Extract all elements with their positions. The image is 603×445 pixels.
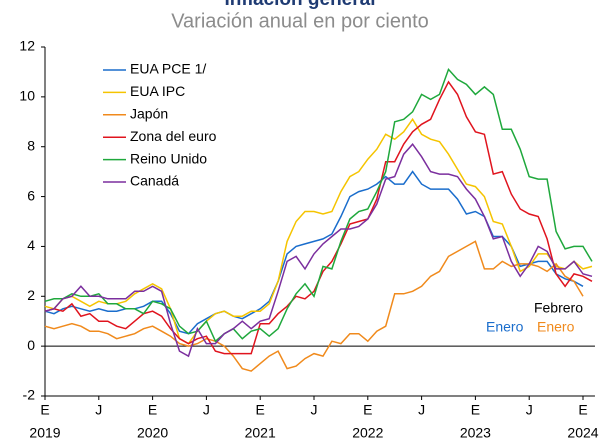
series-line <box>44 143 593 358</box>
legend-label: Zona del euro <box>130 128 217 144</box>
year-label: 2019 <box>29 425 60 441</box>
x-tick-label: E <box>148 402 157 418</box>
year-label: 2024 <box>567 425 598 441</box>
series-line <box>44 117 593 345</box>
annotation: Febrero <box>534 300 583 316</box>
x-tick-label: E <box>471 402 480 418</box>
y-tick-label: 8 <box>27 137 35 153</box>
legend-label: EUA PCE 1/ <box>130 61 206 77</box>
annotation: Enero <box>537 319 575 335</box>
year-label: 2022 <box>352 425 383 441</box>
y-tick-label: 4 <box>27 237 35 253</box>
legend-label: Canadá <box>130 173 179 189</box>
legend-label: Japón <box>130 106 168 122</box>
series-line <box>44 240 584 372</box>
legend-label: EUA IPC <box>130 83 185 99</box>
y-tick-label: 12 <box>19 38 35 54</box>
x-tick-label: E <box>578 402 587 418</box>
x-tick-label: E <box>256 402 265 418</box>
x-tick-label: J <box>311 402 318 418</box>
x-tick-label: J <box>418 402 425 418</box>
series-line <box>44 67 593 343</box>
year-label: 2023 <box>460 425 491 441</box>
chart-subtitle: Variación anual en por ciento <box>171 10 429 32</box>
legend-label: Reino Unido <box>130 150 207 166</box>
y-tick-label: 6 <box>27 187 35 203</box>
x-tick-label: J <box>203 402 210 418</box>
year-label: 2021 <box>245 425 276 441</box>
x-tick-label: J <box>95 402 102 418</box>
chart-title: Inflación general <box>225 0 376 10</box>
annotation: Enero <box>486 319 524 335</box>
y-tick-label: 10 <box>19 88 35 104</box>
y-tick-label: -2 <box>23 387 36 403</box>
x-tick-label: E <box>40 402 49 418</box>
series-line <box>44 80 593 355</box>
year-label: 2020 <box>137 425 168 441</box>
y-tick-label: 0 <box>27 337 35 353</box>
x-tick-label: J <box>526 402 533 418</box>
y-tick-label: 2 <box>27 287 35 303</box>
x-tick-label: E <box>363 402 372 418</box>
